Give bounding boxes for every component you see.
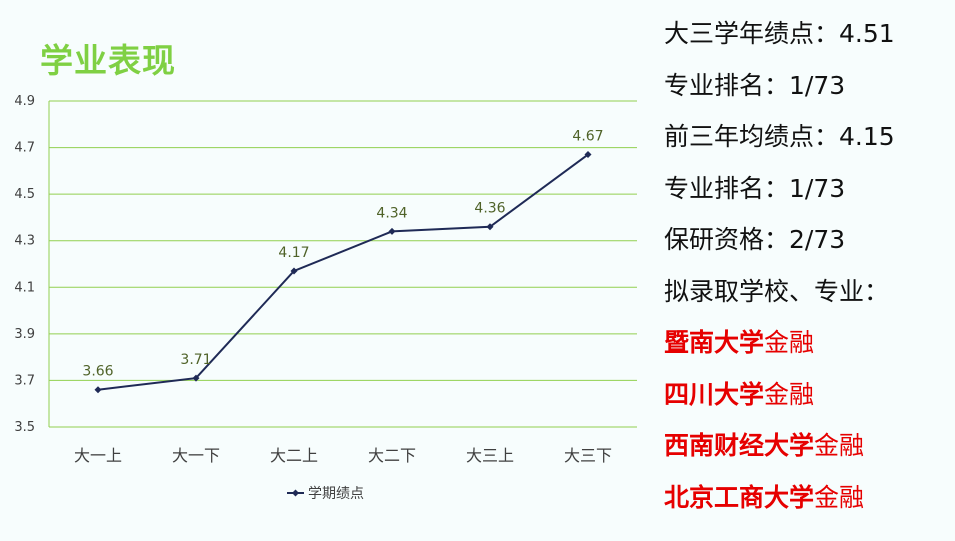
offer-item: 暨南大学金融	[664, 317, 954, 369]
data-point	[94, 386, 102, 394]
y-axis-ticks: 3.5 3.7 3.9 4.1 4.3 4.5 4.7 4.9	[14, 94, 35, 435]
offer-major: 金融	[814, 482, 865, 512]
offer-major: 金融	[764, 379, 815, 409]
y-tick-label: 3.5	[14, 420, 35, 435]
data-label: 4.36	[474, 201, 505, 217]
y-tick-label: 4.1	[14, 280, 35, 295]
data-point	[388, 227, 396, 235]
data-point	[486, 223, 494, 231]
x-tick-label: 大三上	[466, 446, 514, 465]
x-tick-label: 大二下	[368, 446, 416, 465]
y-tick-label: 4.7	[14, 141, 35, 156]
x-axis-ticks: 大一上 大一下 大二上 大二下 大三上 大三下	[74, 446, 612, 465]
x-tick-label: 大二上	[270, 446, 318, 465]
gpa-line-chart: 3.5 3.7 3.9 4.1 4.3 4.5 4.7 4.9 大一上 大一下 大二上 大二下 大三上…	[14, 94, 637, 502]
x-tick-label: 大一下	[172, 446, 220, 465]
offers-heading: 拟录取学校、专业：	[664, 276, 890, 306]
page-title: 学业表现	[40, 41, 176, 80]
series-gpa	[94, 151, 592, 394]
data-labels: 3.66 3.71 4.17 4.34 4.36 4.67	[82, 129, 603, 380]
data-point	[192, 374, 200, 382]
data-label: 3.71	[180, 352, 211, 368]
offer-major: 金融	[764, 328, 815, 357]
data-label: 4.17	[278, 245, 309, 261]
y-tick-label: 4.9	[14, 94, 35, 109]
chart-gridlines	[48, 100, 637, 428]
data-point	[290, 267, 298, 275]
legend-marker	[292, 489, 299, 497]
offer-school: 暨南大学	[664, 328, 765, 357]
info-panel: 大三学年绩点：4.51 专业排名：1/73 前三年均绩点：4.15 专业排名：1…	[664, 8, 954, 523]
gpa-three-year-average: 前三年均绩点：4.15	[664, 122, 895, 151]
major-rank-three-year: 专业排名：1/73	[664, 173, 846, 203]
offer-item: 北京工商大学金融	[664, 472, 954, 524]
chart-legend: 学期绩点	[287, 486, 364, 502]
data-label: 4.67	[572, 129, 603, 145]
y-tick-label: 3.7	[14, 373, 35, 388]
offer-school: 北京工商大学	[664, 482, 815, 512]
offer-item: 西南财经大学金融	[664, 420, 954, 472]
y-tick-label: 4.3	[14, 234, 35, 249]
series-line	[97, 153, 589, 391]
offer-school: 西南财经大学	[664, 431, 815, 460]
x-tick-label: 大一上	[74, 446, 122, 465]
y-tick-label: 4.5	[14, 187, 35, 202]
y-tick-label: 3.9	[14, 327, 35, 342]
offer-major: 金融	[814, 431, 865, 460]
offer-item: 四川大学金融	[664, 369, 954, 421]
data-point	[584, 151, 592, 159]
legend-label: 学期绩点	[308, 486, 364, 502]
x-tick-label: 大三下	[564, 446, 612, 465]
postgrad-recommendation-rank: 保研资格：2/73	[664, 225, 846, 254]
data-label: 3.66	[82, 364, 113, 380]
data-label: 4.34	[376, 205, 407, 221]
offer-school: 四川大学	[664, 379, 765, 409]
gpa-junior-year: 大三学年绩点：4.51	[664, 19, 895, 48]
major-rank-junior: 专业排名：1/73	[664, 70, 846, 100]
